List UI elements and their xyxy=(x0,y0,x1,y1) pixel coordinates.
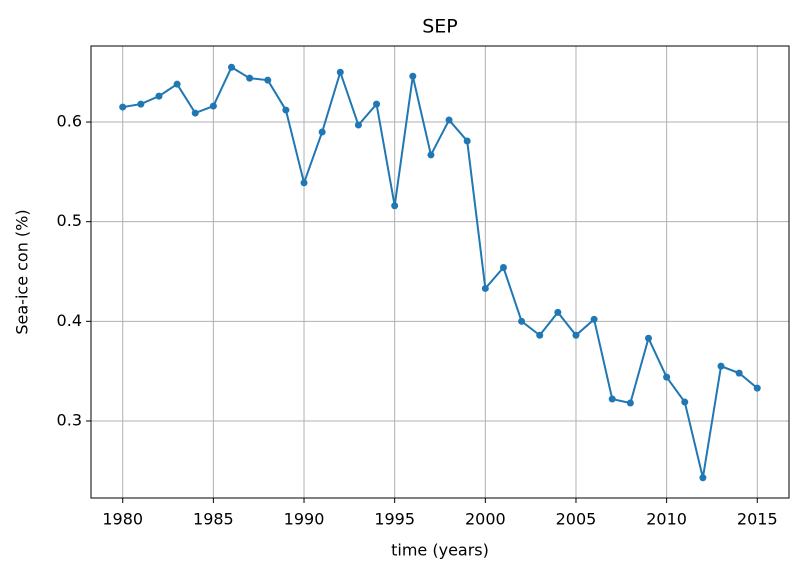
data-point xyxy=(318,128,326,136)
data-point xyxy=(228,63,236,71)
x-tick-label: 2015 xyxy=(737,510,778,529)
y-tick-label: 0.5 xyxy=(57,211,82,230)
x-tick-label: 1995 xyxy=(374,510,415,529)
x-tick-label: 1980 xyxy=(102,510,143,529)
x-tick-label: 1990 xyxy=(284,510,325,529)
data-point xyxy=(373,100,381,108)
data-point xyxy=(427,151,435,159)
data-point xyxy=(300,179,308,187)
data-point xyxy=(282,106,290,114)
data-point xyxy=(753,384,761,392)
data-point xyxy=(391,202,399,210)
data-point xyxy=(626,399,634,407)
data-point xyxy=(717,362,725,370)
y-tick-label: 0.3 xyxy=(57,410,82,429)
y-tick-label: 0.6 xyxy=(57,112,82,131)
data-point xyxy=(409,72,417,80)
data-point xyxy=(336,68,344,76)
data-point xyxy=(554,308,562,316)
chart-title: SEP xyxy=(422,16,458,38)
data-point xyxy=(644,334,652,342)
data-point xyxy=(608,395,616,403)
x-tick-label: 2010 xyxy=(646,510,687,529)
data-line xyxy=(122,65,758,479)
data-point xyxy=(735,369,743,377)
data-point xyxy=(119,103,127,111)
data-point xyxy=(518,317,526,325)
plot-frame xyxy=(90,45,790,499)
data-point xyxy=(481,284,489,292)
x-tick-label: 2005 xyxy=(556,510,597,529)
data-point xyxy=(137,100,145,108)
x-tick-label: 2000 xyxy=(465,510,506,529)
data-point xyxy=(699,474,707,482)
data-point xyxy=(445,116,453,124)
data-point xyxy=(590,315,598,323)
data-point xyxy=(499,264,507,272)
data-point xyxy=(264,76,272,84)
data-point xyxy=(155,92,163,100)
y-axis-label: Sea-ice con (%) xyxy=(13,209,32,334)
data-point xyxy=(191,109,199,117)
data-point xyxy=(209,102,217,110)
data-point xyxy=(463,137,471,145)
data-point xyxy=(536,331,544,339)
data-point xyxy=(663,373,671,381)
data-point xyxy=(246,74,254,82)
x-axis-label: time (years) xyxy=(391,541,489,560)
x-tick-label: 1985 xyxy=(193,510,234,529)
y-tick-label: 0.4 xyxy=(57,311,82,330)
data-point xyxy=(354,121,362,129)
data-point xyxy=(681,398,689,406)
data-point xyxy=(572,331,580,339)
data-point xyxy=(173,80,181,88)
